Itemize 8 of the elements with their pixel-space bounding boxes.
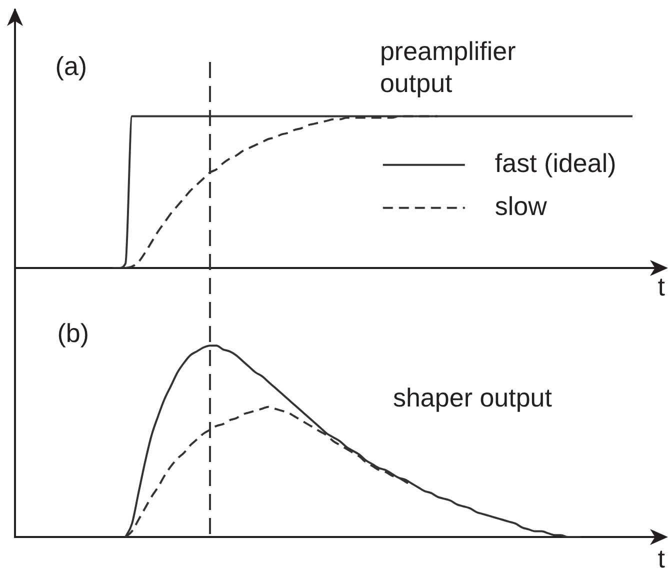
x-axis-title: t [658,544,666,574]
text: preamplifier output [380,36,516,98]
chart-title: (a) [55,51,88,82]
x-axis-title: t [658,272,666,302]
legend-label: slow [494,191,548,222]
legend-label: fast (ideal) [494,148,616,178]
chart-title: (b) [57,318,90,348]
annotation: shaper output [392,382,553,412]
